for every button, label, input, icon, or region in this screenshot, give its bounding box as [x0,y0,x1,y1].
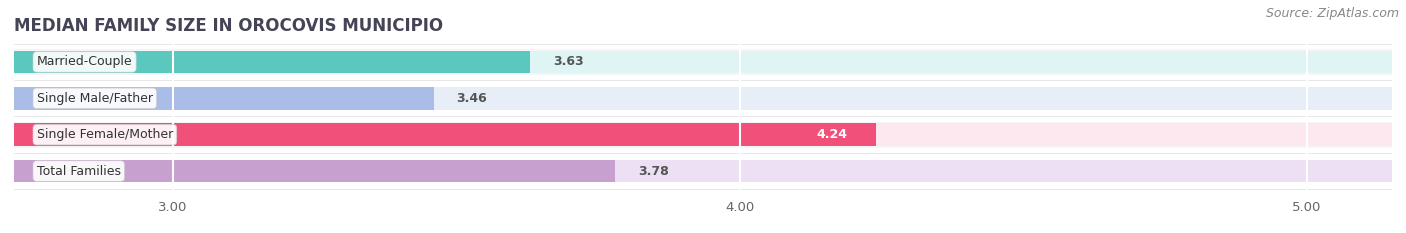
Bar [14,87,433,110]
Bar [14,123,1392,146]
Bar [14,85,1392,111]
Bar [14,122,1392,148]
Bar [14,51,530,73]
Text: Total Families: Total Families [37,164,121,178]
Text: 3.63: 3.63 [553,55,583,69]
Bar [14,51,1392,73]
Bar [14,160,1392,182]
Bar [14,123,876,146]
Text: Source: ZipAtlas.com: Source: ZipAtlas.com [1265,7,1399,20]
Text: Single Female/Mother: Single Female/Mother [37,128,173,141]
Bar [14,49,1392,75]
Text: 4.24: 4.24 [817,128,848,141]
Text: MEDIAN FAMILY SIZE IN OROCOVIS MUNICIPIO: MEDIAN FAMILY SIZE IN OROCOVIS MUNICIPIO [14,17,443,35]
Text: 3.78: 3.78 [638,164,668,178]
Text: Single Male/Father: Single Male/Father [37,92,153,105]
Text: Married-Couple: Married-Couple [37,55,132,69]
Text: 3.46: 3.46 [457,92,486,105]
Bar [14,158,1392,184]
Bar [14,87,1392,110]
Bar [14,160,614,182]
